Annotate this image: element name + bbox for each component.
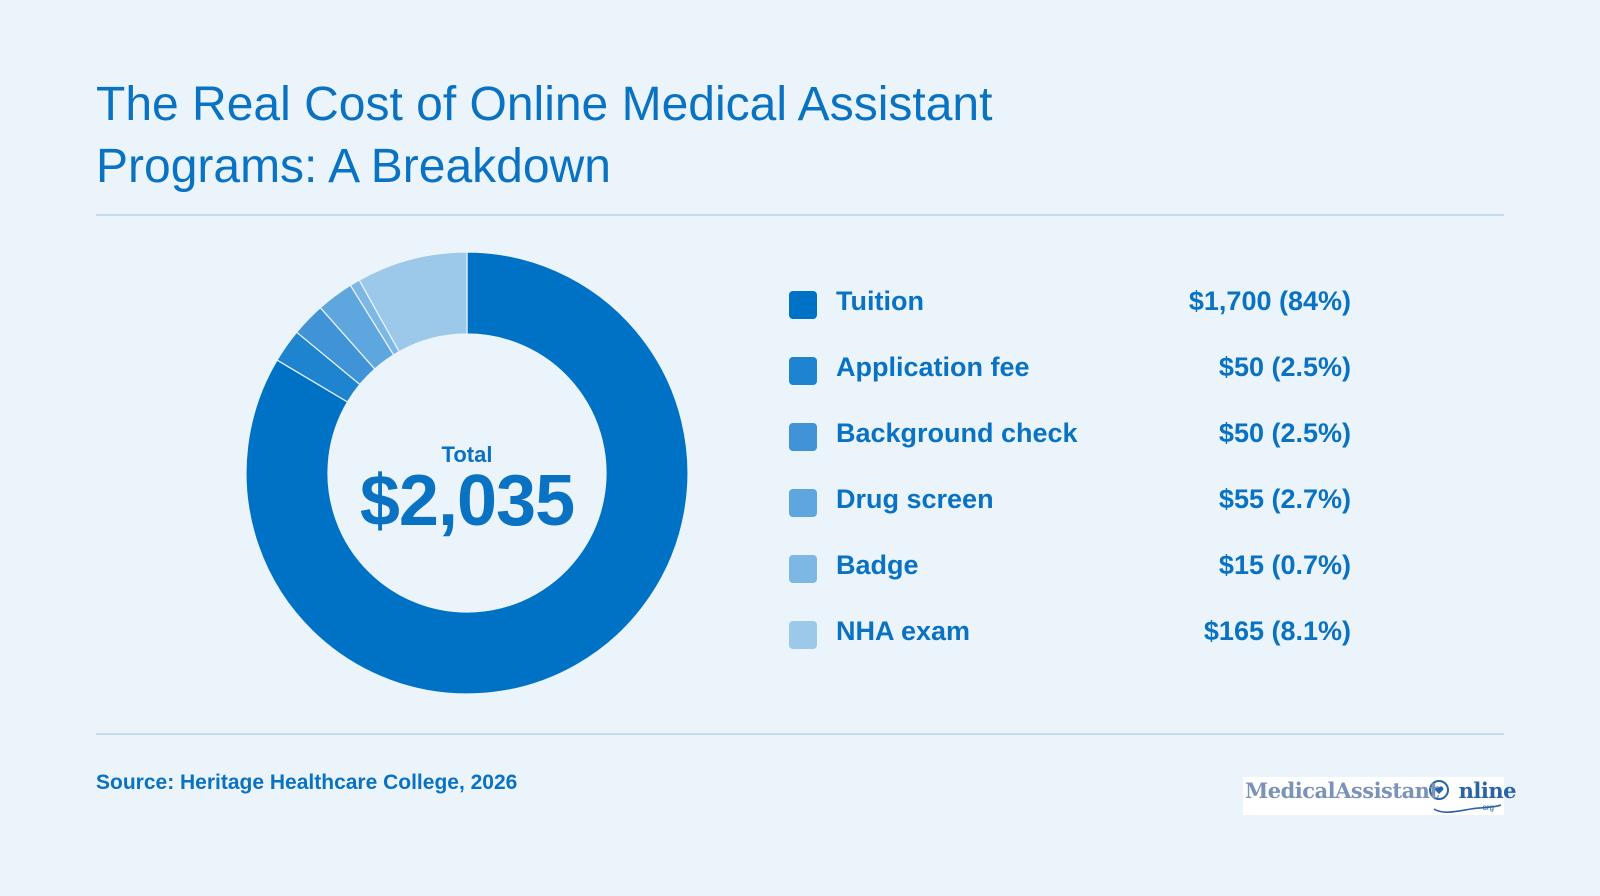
logo-wordmark: MedicalAssistant nline — [1245, 778, 1517, 803]
top-divider — [96, 214, 1504, 216]
legend-value-application-fee: $50 (2.5%) — [1218, 352, 1351, 382]
legend-value-nha-exam: $165 (8.1%) — [1203, 616, 1351, 646]
chart-title-line-2: Programs: A Breakdown — [96, 140, 611, 193]
legend: Tuition $1,700 (84%) Application fee $50… — [789, 280, 1351, 676]
legend-label-drug-screen: Drug screen — [836, 484, 994, 514]
legend-swatch-tuition — [789, 291, 817, 319]
legend-item-tuition: Tuition $1,700 (84%) — [789, 280, 1351, 346]
legend-value-background-check: $50 (2.5%) — [1218, 418, 1351, 448]
logo-text-online: nline — [1458, 778, 1517, 803]
legend-label-application-fee: Application fee — [836, 352, 1030, 382]
legend-swatch-application-fee — [789, 357, 817, 385]
source-note: Source: Heritage Healthcare College, 202… — [96, 771, 518, 794]
center-total-value: $2,035 — [359, 461, 575, 541]
legend-label-background-check: Background check — [836, 418, 1078, 448]
legend-value-drug-screen: $55 (2.7%) — [1218, 484, 1351, 514]
legend-swatch-background-check — [789, 423, 817, 451]
legend-item-badge: Badge $15 (0.7%) — [789, 544, 1351, 610]
center-total-label: Total — [441, 442, 493, 467]
legend-value-badge: $15 (0.7%) — [1218, 550, 1351, 580]
legend-label-tuition: Tuition — [836, 286, 924, 316]
legend-item-nha-exam: NHA exam $165 (8.1%) — [789, 610, 1351, 676]
logo-text-org: org — [1482, 803, 1494, 812]
logo-text-main: MedicalAssistant — [1245, 778, 1439, 803]
legend-item-drug-screen: Drug screen $55 (2.7%) — [789, 478, 1351, 544]
legend-value-tuition: $1,700 (84%) — [1188, 286, 1351, 316]
legend-swatch-drug-screen — [789, 489, 817, 517]
donut-slice-tuition — [245, 251, 689, 695]
stethoscope-heart-icon — [1429, 780, 1502, 813]
legend-label-nha-exam: NHA exam — [836, 616, 971, 646]
site-logo: MedicalAssistant nline org — [1243, 777, 1517, 815]
legend-item-application-fee: Application fee $50 (2.5%) — [789, 346, 1351, 412]
legend-item-background-check: Background check $50 (2.5%) — [789, 412, 1351, 478]
chart-title: The Real Cost of Online Medical Assistan… — [96, 74, 1196, 198]
donut-slice-nha-exam — [358, 251, 468, 353]
chart-title-line-1: The Real Cost of Online Medical Assistan… — [96, 78, 993, 131]
donut-chart — [245, 251, 689, 695]
legend-swatch-badge — [789, 555, 817, 583]
legend-swatch-nha-exam — [789, 621, 817, 649]
legend-label-badge: Badge — [836, 550, 919, 580]
bottom-divider — [96, 733, 1504, 735]
